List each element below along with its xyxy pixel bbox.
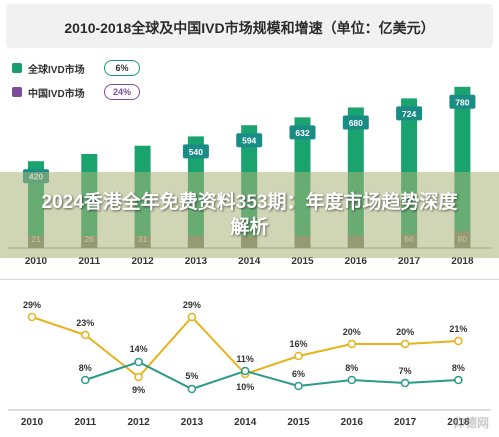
- data-label-series-1-2013: 5%: [185, 371, 198, 381]
- point-series-1-2016: [347, 375, 357, 385]
- point-series-0-2011: [81, 330, 90, 340]
- title-box: 2010-2018全球及中国IVD市场规模和增速（单位：亿美元）: [6, 4, 493, 48]
- chart-title: 2010-2018全球及中国IVD市场规模和增速（单位：亿美元）: [64, 20, 435, 36]
- legend-rate-china: 24%: [104, 84, 141, 100]
- data-label-series-0-2012: 9%: [132, 385, 145, 395]
- line-x-tick-label-2016: 2016: [341, 417, 364, 428]
- data-label-series-0-2013: 29%: [183, 300, 201, 310]
- data-label-series-0-2018: 21%: [449, 324, 467, 334]
- line-x-tick-label-2014: 2014: [234, 417, 257, 428]
- point-series-0-2015: [294, 351, 303, 361]
- legend-item-china: 中国IVD市场 24%: [12, 82, 141, 102]
- point-series-1-2015: [294, 381, 303, 391]
- point-series-1-2017: [400, 378, 410, 388]
- value-box-global-2013: [182, 144, 209, 159]
- value-label-global-2018: 780: [455, 97, 469, 107]
- line-x-tick-label-2015: 2015: [287, 417, 310, 428]
- point-series-0-2013: [187, 312, 197, 322]
- point-series-0-2017: [400, 339, 410, 349]
- legend-swatch-china: [12, 87, 22, 97]
- point-series-0-2010: [27, 312, 37, 322]
- x-tick-label-2010: 2010: [25, 256, 48, 267]
- legend: 全球IVD市场 6% 中国IVD市场 24%: [12, 58, 141, 106]
- point-series-1-2012: [134, 357, 143, 367]
- value-label-global-2017: 724: [402, 109, 416, 119]
- data-label-series-1-2017: 7%: [399, 366, 412, 376]
- point-series-0-2012: [134, 372, 143, 382]
- data-label-series-1-2018: 8%: [452, 363, 465, 373]
- x-tick-label-2013: 2013: [185, 256, 208, 267]
- value-label-global-2015: 632: [295, 128, 309, 138]
- line-chart: 29% 23% 9% 29% 10% 16% 20% 20% 21% 8% 14% 5% 11% 6% 8%…: [8, 300, 491, 428]
- legend-swatch-global: [12, 63, 22, 73]
- data-label-series-1-2014: 11%: [236, 354, 254, 364]
- value-box-global-2016: [342, 115, 369, 130]
- data-label-series-0-2017: 20%: [396, 327, 414, 337]
- x-tick-label-2018: 2018: [451, 256, 474, 267]
- x-tick-label-2012: 2012: [131, 256, 154, 267]
- value-box-global-2017: [396, 106, 423, 121]
- legend-label-china: 中国IVD市场: [28, 88, 85, 100]
- legend-item-global: 全球IVD市场 6%: [12, 58, 140, 78]
- value-label-global-2016: 680: [349, 118, 363, 128]
- line-x-tick-label-2018: 2018: [447, 417, 470, 428]
- x-tick-label-2016: 2016: [345, 256, 368, 267]
- x-tick-label-2014: 2014: [238, 256, 261, 267]
- data-label-series-0-2014: 10%: [236, 382, 254, 392]
- line-x-tick-label-2010: 2010: [21, 417, 44, 428]
- data-label-series-0-2015: 16%: [289, 339, 307, 349]
- x-tick-label-2011: 2011: [78, 256, 100, 267]
- data-label-series-1-2012: 14%: [130, 344, 148, 354]
- data-label-series-0-2011: 23%: [76, 318, 94, 328]
- legend-rate-global: 6%: [104, 60, 140, 76]
- overlay-banner: 2024香港全年免费资料353期：年度市场趋势深度解析: [0, 172, 499, 258]
- point-series-0-2016: [347, 339, 357, 349]
- value-box-global-2014: [236, 133, 263, 148]
- line-x-tick-label-2011: 2011: [74, 417, 96, 428]
- point-series-1-2011: [81, 375, 90, 385]
- x-tick-label-2017: 2017: [398, 256, 421, 267]
- divider: [0, 279, 499, 280]
- point-series-1-2018: [454, 375, 463, 385]
- banner-text: 2024香港全年免费资料353期：年度市场趋势深度解析: [41, 192, 458, 238]
- data-label-series-1-2016: 8%: [345, 363, 358, 373]
- point-series-1-2013: [187, 384, 197, 394]
- watermark: 仰德网: [452, 416, 489, 430]
- line-x-tick-label-2013: 2013: [181, 417, 204, 428]
- value-box-global-2018: [449, 94, 476, 109]
- data-label-series-0-2010: 29%: [23, 300, 41, 310]
- point-series-1-2014: [240, 366, 250, 376]
- data-label-series-1-2011: 8%: [79, 363, 92, 373]
- value-label-global-2013: 540: [189, 147, 203, 157]
- legend-label-global: 全球IVD市场: [28, 64, 85, 76]
- data-label-series-0-2016: 20%: [343, 327, 361, 337]
- point-series-0-2018: [454, 336, 463, 346]
- line-series-1: [84, 360, 459, 391]
- value-label-global-2014: 594: [242, 136, 256, 146]
- line-x-tick-label-2012: 2012: [127, 417, 150, 428]
- x-tick-label-2015: 2015: [291, 256, 314, 267]
- data-label-series-1-2015: 6%: [292, 369, 305, 379]
- value-box-global-2015: [289, 125, 316, 140]
- line-x-tick-label-2017: 2017: [394, 417, 417, 428]
